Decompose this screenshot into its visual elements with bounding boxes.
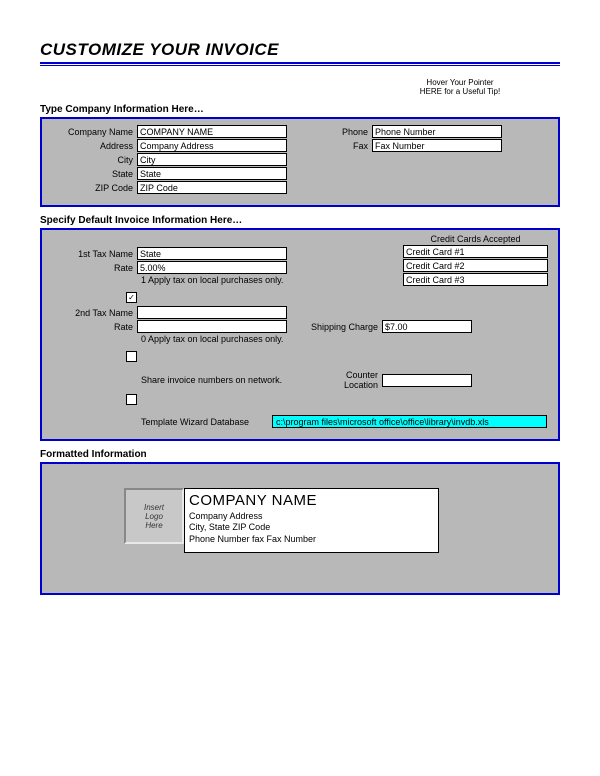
cc-header: Credit Cards Accepted: [403, 234, 548, 244]
input-city[interactable]: [137, 153, 287, 166]
formatted-panel: InsertLogoHere COMPANY NAME Company Addr…: [40, 462, 560, 595]
input-fax[interactable]: [372, 139, 502, 152]
input-counter[interactable]: [382, 374, 472, 387]
input-tax1name[interactable]: [137, 247, 287, 260]
label-fax: Fax: [287, 141, 372, 151]
input-cc3[interactable]: [403, 273, 548, 286]
label-zip: ZIP Code: [52, 183, 137, 193]
checkbox-tax2[interactable]: ✓: [126, 292, 137, 303]
section3-heading: Formatted Information: [40, 449, 560, 460]
label-address: Address: [52, 141, 137, 151]
input-cc2[interactable]: [403, 259, 548, 272]
logo-placeholder[interactable]: InsertLogoHere: [124, 488, 184, 544]
invoice-defaults-panel: 1st Tax Name Rate 1 Apply tax on local p…: [40, 228, 560, 441]
label-state: State: [52, 169, 137, 179]
tax2-note: 0 Apply tax on local purchases only.: [52, 334, 548, 344]
label-tax2name: 2nd Tax Name: [52, 308, 137, 318]
label-tax1name: 1st Tax Name: [52, 249, 137, 259]
label-company: Company Name: [52, 127, 137, 137]
label-share: Share invoice numbers on network.: [141, 375, 316, 385]
page-title: CUSTOMIZE YOUR INVOICE: [40, 40, 560, 60]
input-shipping[interactable]: [382, 320, 472, 333]
formatted-info-box: COMPANY NAME Company Address City, State…: [184, 488, 439, 553]
input-address[interactable]: [137, 139, 287, 152]
fmt-citystate: City, State ZIP Code: [189, 522, 434, 534]
db-path[interactable]: c:\program files\microsoft office\office…: [272, 415, 547, 428]
label-shipping: Shipping Charge: [287, 322, 382, 332]
input-company[interactable]: [137, 125, 287, 138]
input-cc1[interactable]: [403, 245, 548, 258]
fmt-company: COMPANY NAME: [189, 491, 434, 511]
checkbox-template[interactable]: [126, 394, 137, 405]
input-tax2rate[interactable]: [137, 320, 287, 333]
section2-heading: Specify Default Invoice Information Here…: [40, 215, 560, 226]
title-underline: [40, 62, 560, 66]
hint-line2: HERE for a Useful Tip!: [360, 87, 560, 96]
section1-heading: Type Company Information Here…: [40, 104, 560, 115]
label-tax2rate: Rate: [52, 322, 137, 332]
hint-line1: Hover Your Pointer: [360, 78, 560, 87]
checkbox-share[interactable]: [126, 351, 137, 362]
label-phone: Phone: [287, 127, 372, 137]
tax1-note: 1 Apply tax on local purchases only.: [52, 275, 403, 285]
fmt-address: Company Address: [189, 511, 434, 523]
input-zip[interactable]: [137, 181, 287, 194]
hover-hint[interactable]: Hover Your Pointer HERE for a Useful Tip…: [360, 78, 560, 96]
company-info-panel: Company Name Phone Address Fax City Stat…: [40, 117, 560, 207]
input-tax1rate[interactable]: [137, 261, 287, 274]
fmt-phonefax: Phone Number fax Fax Number: [189, 534, 434, 546]
label-city: City: [52, 155, 137, 165]
input-tax2name[interactable]: [137, 306, 287, 319]
label-tax1rate: Rate: [52, 263, 137, 273]
label-counter: Counter Location: [316, 370, 382, 390]
input-state[interactable]: [137, 167, 287, 180]
input-phone[interactable]: [372, 125, 502, 138]
label-template: Template Wizard Database: [141, 417, 272, 427]
